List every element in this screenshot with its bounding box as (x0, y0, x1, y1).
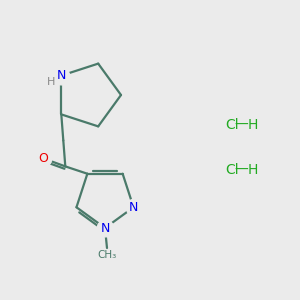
Text: H: H (248, 163, 258, 177)
Text: Cl: Cl (225, 118, 238, 132)
Text: H: H (47, 76, 56, 87)
Text: —: — (234, 118, 248, 132)
Text: H: H (248, 118, 258, 132)
Text: Cl: Cl (225, 163, 238, 177)
Text: N: N (100, 221, 110, 235)
Text: N: N (129, 201, 138, 214)
Text: N: N (57, 69, 66, 82)
Text: —: — (234, 163, 248, 177)
Text: O: O (38, 152, 48, 165)
Text: CH₃: CH₃ (98, 250, 117, 260)
